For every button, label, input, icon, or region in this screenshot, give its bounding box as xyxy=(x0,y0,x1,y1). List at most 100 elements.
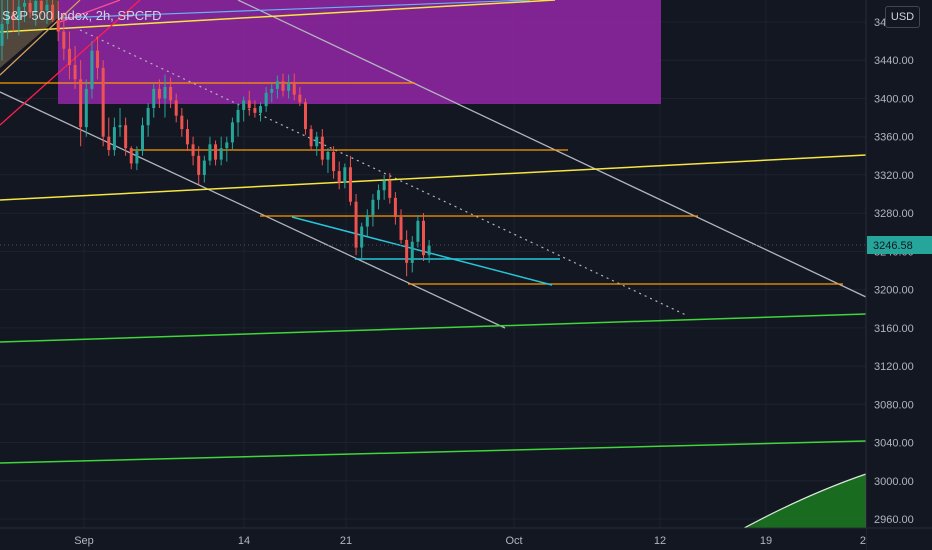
green-trendline-upper[interactable] xyxy=(0,313,867,343)
blue-upper-trendline[interactable] xyxy=(59,0,531,19)
candle[interactable] xyxy=(247,90,251,116)
candle[interactable] xyxy=(90,41,94,99)
candle-body xyxy=(315,136,319,147)
candle[interactable] xyxy=(348,155,352,206)
candle[interactable] xyxy=(264,86,268,112)
candle[interactable] xyxy=(337,161,341,190)
candle-body xyxy=(275,81,279,89)
candle[interactable] xyxy=(354,194,358,256)
candle[interactable] xyxy=(422,213,425,261)
candle[interactable] xyxy=(34,0,38,26)
candle-body xyxy=(236,109,240,123)
candle[interactable] xyxy=(275,75,279,99)
candle[interactable] xyxy=(315,131,319,156)
candle[interactable] xyxy=(197,146,201,185)
candle[interactable] xyxy=(129,146,133,170)
candle[interactable] xyxy=(208,136,212,166)
candle[interactable] xyxy=(393,192,397,225)
candle[interactable] xyxy=(174,93,178,123)
candle[interactable] xyxy=(225,136,229,162)
candle[interactable] xyxy=(45,0,49,24)
yellow-support-trendline[interactable] xyxy=(0,154,867,201)
candle[interactable] xyxy=(388,173,392,204)
x-axis-panel[interactable] xyxy=(0,528,866,550)
candle[interactable] xyxy=(427,239,431,263)
candle[interactable] xyxy=(236,103,240,137)
symbol-title[interactable]: S&P 500 Index, 2h, SPCFD xyxy=(2,8,162,23)
green-trendline-lower[interactable] xyxy=(0,440,867,464)
currency-button[interactable]: USD xyxy=(885,6,920,28)
candle[interactable] xyxy=(96,36,100,80)
candle[interactable] xyxy=(416,215,420,248)
candle[interactable] xyxy=(56,0,60,42)
candle[interactable] xyxy=(11,0,15,32)
candle[interactable] xyxy=(73,45,77,89)
candle[interactable] xyxy=(135,146,139,171)
candle[interactable] xyxy=(343,163,347,189)
pink-trendline[interactable] xyxy=(59,0,121,23)
candle[interactable] xyxy=(303,98,307,135)
candle[interactable] xyxy=(107,117,111,156)
candle[interactable] xyxy=(298,86,302,107)
channel-mid-dotted-line[interactable] xyxy=(79,29,689,317)
candle[interactable] xyxy=(101,60,105,147)
candle[interactable] xyxy=(169,77,173,109)
candle-body xyxy=(90,50,94,89)
resistance-zone[interactable] xyxy=(58,0,661,104)
candle[interactable] xyxy=(163,74,167,118)
candle[interactable] xyxy=(242,96,246,122)
candle[interactable] xyxy=(230,117,234,151)
candle[interactable] xyxy=(112,117,116,156)
candle[interactable] xyxy=(124,117,128,156)
candle[interactable] xyxy=(180,108,184,137)
candle[interactable] xyxy=(332,146,336,179)
candle[interactable] xyxy=(281,73,285,97)
channel-lower-line[interactable] xyxy=(0,91,506,329)
candle[interactable] xyxy=(22,0,26,22)
candle[interactable] xyxy=(371,194,375,227)
candle[interactable] xyxy=(202,155,206,183)
candle-body xyxy=(303,102,307,130)
candle[interactable] xyxy=(6,0,10,40)
candle[interactable] xyxy=(191,136,195,166)
candle[interactable] xyxy=(67,31,71,80)
candle[interactable] xyxy=(214,140,218,166)
candle[interactable] xyxy=(253,100,257,118)
candle[interactable] xyxy=(157,79,161,109)
candle[interactable] xyxy=(219,136,223,166)
candle[interactable] xyxy=(185,119,189,152)
orange-fan-line[interactable] xyxy=(0,0,81,76)
candle[interactable] xyxy=(0,0,4,61)
yellow-upper-trendline[interactable] xyxy=(0,0,556,33)
candle[interactable] xyxy=(146,103,150,137)
candle[interactable] xyxy=(292,73,296,101)
candle[interactable] xyxy=(79,60,83,147)
candle[interactable] xyxy=(405,230,409,277)
candle[interactable] xyxy=(141,117,144,156)
candle[interactable] xyxy=(287,74,291,99)
candle[interactable] xyxy=(360,222,364,260)
candle[interactable] xyxy=(270,83,274,103)
candle[interactable] xyxy=(382,174,386,200)
candle[interactable] xyxy=(326,148,330,174)
candle[interactable] xyxy=(259,102,263,122)
candle[interactable] xyxy=(17,0,21,36)
candle[interactable] xyxy=(51,0,55,22)
channel-upper-line[interactable] xyxy=(237,0,867,298)
candle[interactable] xyxy=(39,0,43,15)
candle[interactable] xyxy=(62,12,66,61)
candle[interactable] xyxy=(365,209,369,237)
candle[interactable] xyxy=(320,129,324,166)
candle[interactable] xyxy=(377,184,381,210)
candle[interactable] xyxy=(84,79,88,137)
candle[interactable] xyxy=(410,236,414,273)
candle-body xyxy=(45,4,49,11)
candle-body xyxy=(281,81,285,91)
candle[interactable] xyxy=(399,209,403,244)
candle[interactable] xyxy=(152,84,156,118)
y-axis-panel[interactable] xyxy=(866,0,932,550)
candle[interactable] xyxy=(118,108,122,137)
candle[interactable] xyxy=(309,125,313,151)
candle[interactable] xyxy=(28,0,32,19)
